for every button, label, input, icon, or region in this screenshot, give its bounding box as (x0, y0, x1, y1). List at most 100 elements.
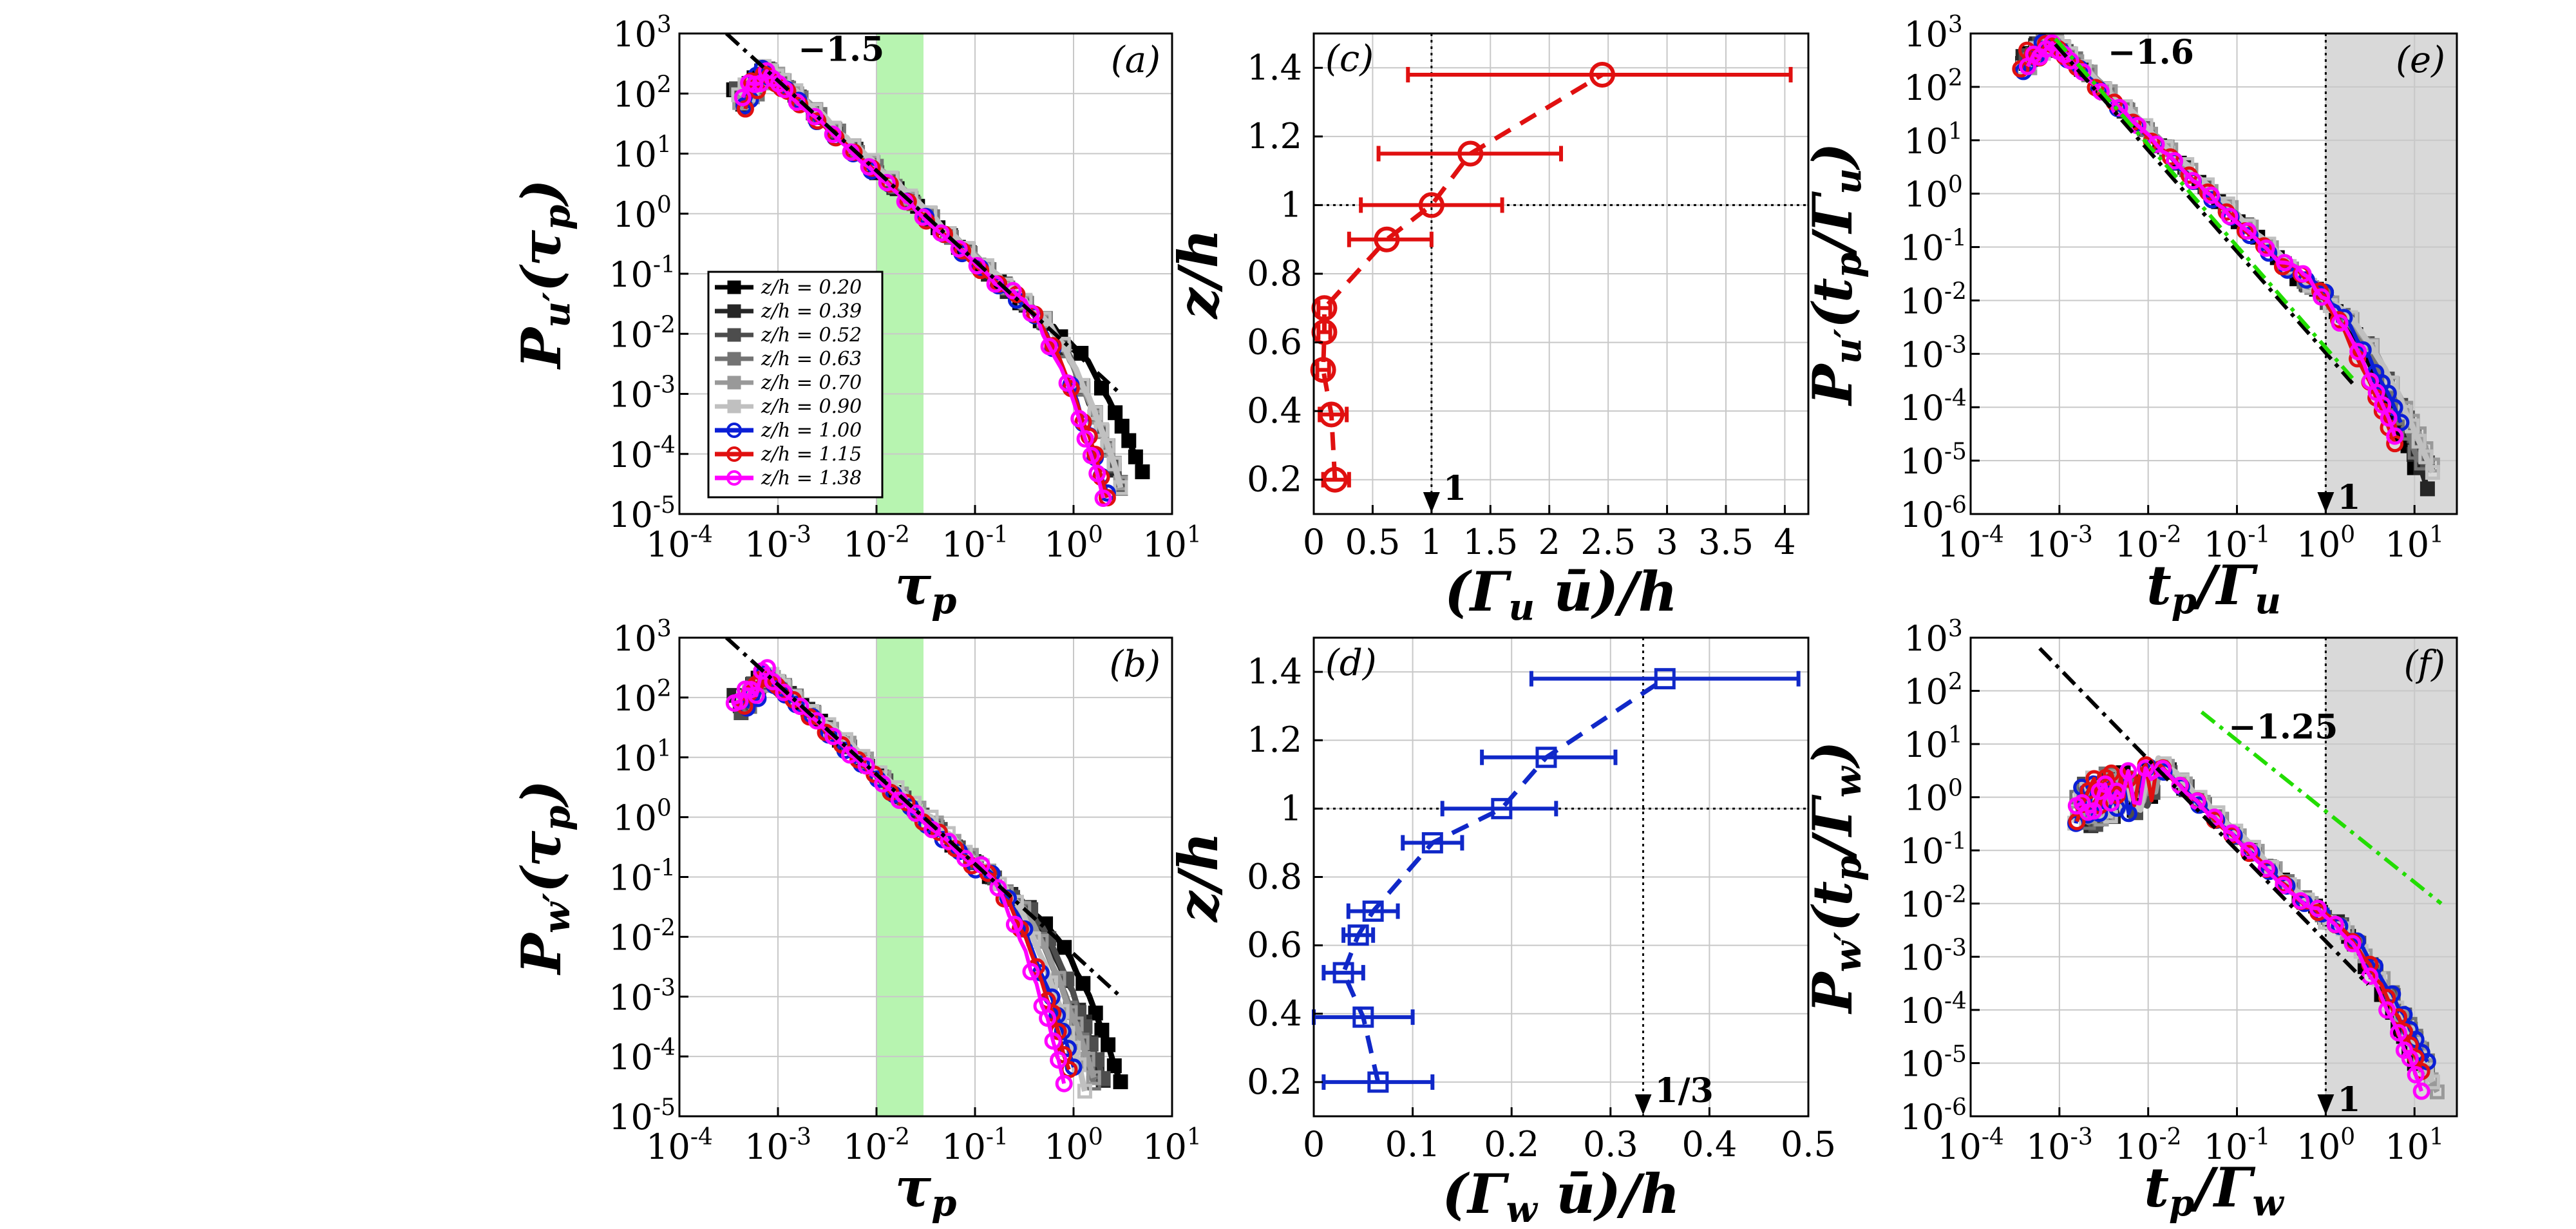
series-marker (2136, 759, 2154, 777)
data-point (1310, 357, 1336, 383)
data-point (1535, 747, 1557, 768)
series-marker (2412, 1082, 2430, 1100)
data-point (1321, 466, 1348, 493)
y-tick-label: 103 (612, 12, 672, 55)
y-tick-label: 10-6 (1900, 492, 1967, 535)
x-tick-label: 0.2 (1484, 1124, 1539, 1165)
series-marker (950, 240, 968, 258)
x-tick-label: 100 (2297, 1124, 2356, 1167)
x-tick-label: 2.5 (1580, 522, 1636, 562)
series-marker (1050, 1051, 1068, 1069)
y-tick-label: 0.2 (1247, 459, 1302, 500)
y-tick-label: 101 (612, 132, 672, 175)
y-tick-label: 102 (612, 71, 672, 115)
series-marker (1068, 1016, 1084, 1032)
slope-annotation: −1.6 (2108, 33, 2194, 72)
series-marker (2420, 481, 2435, 497)
series-marker (2344, 935, 2362, 953)
series-marker (1106, 1058, 1122, 1074)
y-tick-label: 10-1 (1900, 828, 1967, 872)
data-point (1654, 668, 1676, 690)
panel-f: 10-4 10-3 10-2 10-1 100 101 10-6 10-5 10-4 10-3 10… (1801, 616, 2458, 1224)
x-tick-label: 10-1 (942, 522, 1009, 565)
series-marker (1087, 405, 1103, 421)
data-point (1362, 900, 1384, 922)
x-tick-label: 100 (1044, 522, 1103, 565)
x-tick-label: 1.5 (1463, 522, 1518, 562)
series-marker (824, 126, 842, 144)
series-marker (2184, 172, 2202, 190)
panel-label: (e) (2396, 39, 2445, 81)
data-point (1457, 140, 1484, 167)
x-tick-label: 0.1 (1385, 1124, 1441, 1165)
y-tick-label: 10-6 (1900, 1094, 1967, 1138)
series-marker (2380, 409, 2398, 427)
series-marker (1040, 338, 1058, 356)
series-marker (2074, 63, 2092, 81)
x-tick-label: 10-1 (2204, 1124, 2271, 1167)
series-marker (2085, 802, 2103, 820)
y-tick-label: 0.8 (1247, 857, 1302, 897)
series-marker (808, 712, 826, 730)
y-tick-label: 0.6 (1247, 925, 1302, 966)
y-tick-label: 101 (1904, 119, 1963, 162)
legend-entry: z/h = 0.70 (761, 372, 862, 394)
panel-e: 10-4 10-3 10-2 10-1 100 101 10-6 10-5 10-4 10-3 10… (1801, 12, 2458, 622)
x-tick-label: 100 (1044, 1124, 1103, 1167)
x-tick-label: 10-3 (744, 1124, 811, 1167)
fit-line (2054, 43, 2354, 385)
panel-b: 10-4 10-3 10-2 10-1 100 10110-510-410-310-210… (509, 616, 1202, 1224)
series-marker (1106, 456, 1122, 472)
x-tick-label: 10-2 (2115, 1124, 2182, 1167)
x-tick-label: 3.5 (1698, 522, 1754, 562)
x-tick-label: 10-4 (646, 1124, 713, 1167)
y-tick-label: 10-2 (609, 915, 676, 958)
y-tick-label: 10-4 (609, 432, 676, 475)
x-axis-label: τp (895, 553, 957, 622)
series-marker (2257, 239, 2275, 257)
series-marker (989, 879, 1007, 897)
series-marker (806, 108, 824, 126)
series-marker (2349, 343, 2367, 361)
panel-a: 10-4 10-3 10-2 10-1 100 10110-510-410-310-210… (509, 12, 1202, 622)
vline-label: 1 (2337, 478, 2360, 517)
series-marker (2411, 433, 2427, 449)
y-tick-label: 10-4 (609, 1034, 676, 1078)
y-tick-label: 0.2 (1247, 1062, 1302, 1102)
legend-marker (727, 304, 741, 318)
slope-annotation: −1.25 (2228, 707, 2338, 747)
x-tick-label: 10-2 (843, 1124, 910, 1167)
series-marker (2166, 152, 2184, 170)
series-marker (1086, 1070, 1101, 1085)
axes-frame (1969, 636, 2458, 1118)
data-point (1418, 192, 1444, 218)
x-tick-label: 10-1 (2204, 522, 2271, 565)
series-marker (1044, 1032, 1062, 1050)
y-axis-label: z/h (1166, 229, 1230, 319)
x-tick-label: 100 (2297, 522, 2356, 565)
series-marker (1094, 489, 1112, 507)
legend-marker (727, 328, 741, 342)
series-marker (878, 173, 896, 191)
y-tick-label: 1.4 (1247, 47, 1302, 88)
data-point (1491, 797, 1513, 819)
series-marker (2418, 449, 2434, 464)
green-slope-line (2054, 37, 2354, 380)
fit-line (724, 638, 1122, 998)
y-tick-label: 1 (1280, 788, 1302, 828)
series-marker (2119, 805, 2137, 823)
series-marker (1070, 410, 1088, 428)
y-tick-label: 102 (612, 676, 672, 719)
series-marker (1113, 480, 1128, 495)
arrow-icon (2317, 1094, 2334, 1115)
series-marker (2309, 899, 2327, 917)
y-tick-label: 10-2 (1900, 882, 1967, 925)
series-marker (956, 850, 974, 868)
vline-label: 1 (2337, 1080, 2360, 1119)
series-marker (1094, 1022, 1110, 1038)
series-marker (2292, 892, 2310, 910)
series-marker (874, 775, 892, 793)
series-marker (2119, 762, 2137, 780)
x-tick-label: 0.3 (1583, 1124, 1638, 1165)
series-marker (2239, 222, 2257, 240)
